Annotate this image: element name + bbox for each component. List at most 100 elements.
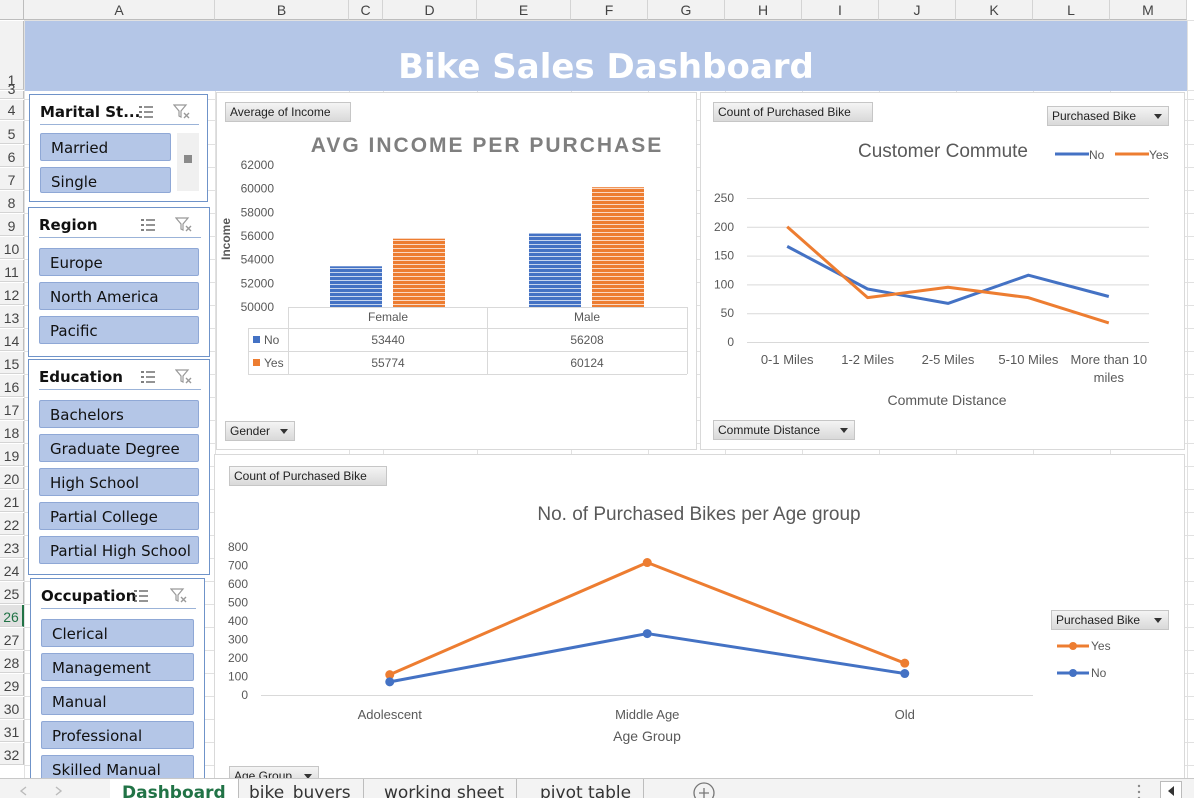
field-button-label: Purchased Bike xyxy=(1052,109,1137,123)
y-tick-label: 250 xyxy=(714,191,734,205)
y-tick-label: 62000 xyxy=(241,158,275,172)
field-button-gender[interactable]: Gender xyxy=(225,421,295,441)
slicer-scrollbar[interactable] xyxy=(177,133,199,191)
slicer-item[interactable]: Professional xyxy=(41,721,194,749)
row-header: 31 xyxy=(0,720,24,742)
row-header: 17 xyxy=(0,398,24,420)
slicer-header: Region xyxy=(39,214,201,238)
scrollbar-thumb[interactable] xyxy=(184,155,192,163)
chart-panel-avg-income[interactable]: AVG INCOME PER PURCHASE Income 62000 60000 5… xyxy=(216,92,697,450)
field-button-count-of-purchased-bike[interactable]: Count of Purchased Bike xyxy=(229,466,387,486)
slicer-item[interactable]: Graduate Degree xyxy=(39,434,199,462)
slicer-item[interactable]: Bachelors xyxy=(39,400,199,428)
column-header: M xyxy=(1110,0,1187,20)
legend-marker-yes xyxy=(1069,642,1077,650)
legend-label: Yes xyxy=(1149,148,1169,162)
slicer-item[interactable]: Europe xyxy=(39,248,199,276)
series-line-yes xyxy=(786,225,1110,325)
y-tick-label: 52000 xyxy=(241,276,275,290)
data-table-series-name: No xyxy=(264,333,280,347)
slicer-item[interactable]: Married xyxy=(40,133,171,161)
slicer-education[interactable]: Education Bachelors Graduate Degree High… xyxy=(28,359,210,575)
more-options-icon[interactable] xyxy=(1136,783,1142,798)
data-point-no xyxy=(385,677,395,687)
slicer-item[interactable]: Partial College xyxy=(39,502,199,530)
y-tick-label: 100 xyxy=(714,277,734,291)
row-header: 28 xyxy=(0,651,24,673)
series-line-yes xyxy=(389,561,906,677)
chart-panel-age-group[interactable]: No. of Purchased Bikes per Age group 800 7… xyxy=(214,454,1186,786)
dropdown-arrow-icon xyxy=(1154,114,1162,119)
clear-filter-icon[interactable] xyxy=(173,104,191,120)
multi-select-icon[interactable] xyxy=(132,588,150,604)
dropdown-arrow-icon xyxy=(280,429,288,434)
y-tick-label: 200 xyxy=(228,651,248,665)
row-header: 29 xyxy=(0,674,24,696)
row-header: 1 xyxy=(0,21,24,90)
slicer-item[interactable]: Manual xyxy=(41,687,194,715)
dashboard-title: Bike Sales Dashboard xyxy=(398,47,814,87)
x-tick-label: More than 10 xyxy=(1070,352,1147,367)
clear-filter-icon[interactable] xyxy=(175,369,193,385)
field-button-label: Commute Distance xyxy=(718,423,821,437)
column-header: G xyxy=(648,0,725,20)
multi-select-icon[interactable] xyxy=(139,217,157,233)
y-axis-label: Income xyxy=(219,218,233,260)
data-point-no xyxy=(642,629,652,639)
row-header: 12 xyxy=(0,283,24,305)
field-button-purchased-bike[interactable]: Purchased Bike xyxy=(1047,106,1169,126)
sheet-tab-bike-buyers[interactable]: bike_buyers xyxy=(237,779,364,798)
scroll-tabs-right-icon[interactable] xyxy=(52,785,64,797)
customer-commute-chart[interactable]: Customer Commute No Yes 250 200 150 100 50 0 0-1 … xyxy=(701,93,1186,451)
slicer-region[interactable]: Region Europe North America Pacific xyxy=(28,207,210,357)
multi-select-icon[interactable] xyxy=(139,369,157,385)
column-header: D xyxy=(383,0,477,20)
age-group-chart[interactable]: No. of Purchased Bikes per Age group 800 7… xyxy=(215,455,1186,785)
y-tick-label: 200 xyxy=(714,220,734,234)
row-header: 24 xyxy=(0,559,24,581)
clear-filter-icon[interactable] xyxy=(170,588,188,604)
scroll-tabs-left-icon[interactable] xyxy=(18,785,30,797)
column-header: C xyxy=(349,0,383,20)
sheet-tab-pivot-table[interactable]: pivot table xyxy=(528,779,645,798)
multi-select-icon[interactable] xyxy=(137,104,155,120)
chart-title: No. of Purchased Bikes per Age group xyxy=(537,504,860,525)
slicer-marital-status[interactable]: Marital St... Married Single xyxy=(29,94,208,202)
slicer-item[interactable]: Partial High School xyxy=(39,536,199,564)
x-tick-label: 1-2 Miles xyxy=(841,352,894,367)
sheet-tab-working-sheet[interactable]: working sheet xyxy=(372,779,518,798)
slicer-occupation[interactable]: Occupation Clerical Management Manual Pr… xyxy=(30,578,205,783)
slicer-item[interactable]: Pacific xyxy=(39,316,199,344)
field-button-count-of-purchased-bike[interactable]: Count of Purchased Bike xyxy=(713,102,873,122)
horizontal-scroll-left-icon[interactable] xyxy=(1160,781,1182,798)
dropdown-arrow-icon xyxy=(1154,618,1162,623)
chart-panel-customer-commute[interactable]: Customer Commute No Yes 250 200 150 100 50 0 0-1 … xyxy=(700,92,1185,450)
new-sheet-icon[interactable] xyxy=(692,781,716,798)
column-header: A xyxy=(24,0,215,20)
select-all-corner[interactable] xyxy=(0,0,24,20)
data-point-yes xyxy=(900,658,910,668)
row-header: 26 xyxy=(0,605,24,627)
slicer-item[interactable]: Management xyxy=(41,653,194,681)
row-header: 13 xyxy=(0,306,24,328)
slicer-item[interactable]: Clerical xyxy=(41,619,194,647)
data-table-value: 60124 xyxy=(570,356,604,370)
row-header: 9 xyxy=(0,214,24,236)
field-button-purchased-bike[interactable]: Purchased Bike xyxy=(1051,610,1169,630)
chart-title: Customer Commute xyxy=(858,141,1028,162)
clear-filter-icon[interactable] xyxy=(175,217,193,233)
y-tick-label: 50000 xyxy=(241,300,275,314)
dropdown-arrow-icon xyxy=(840,428,848,433)
y-tick-label: 600 xyxy=(228,577,248,591)
field-button-commute-distance[interactable]: Commute Distance xyxy=(713,420,855,440)
slicer-item[interactable]: High School xyxy=(39,468,199,496)
slicer-item[interactable]: North America xyxy=(39,282,199,310)
slicer-item[interactable]: Single xyxy=(40,167,171,193)
field-button-average-of-income[interactable]: Average of Income xyxy=(225,102,351,122)
x-axis-label: Age Group xyxy=(613,728,681,744)
slicer-header: Occupation xyxy=(41,585,196,609)
y-tick-label: 300 xyxy=(228,633,248,647)
y-tick-label: 150 xyxy=(714,249,734,263)
avg-income-chart[interactable]: AVG INCOME PER PURCHASE Income 62000 60000 5… xyxy=(217,93,698,451)
